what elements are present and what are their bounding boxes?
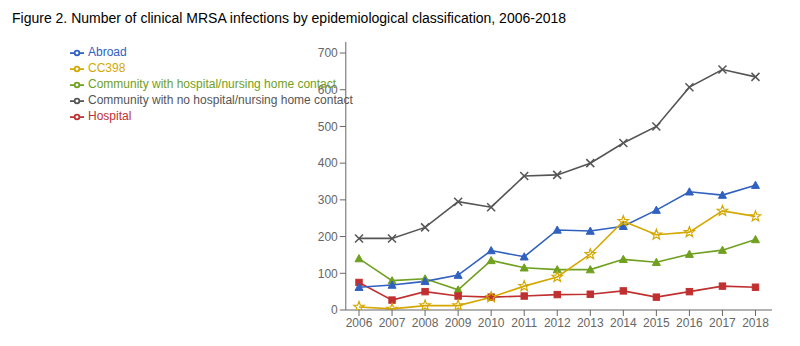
svg-text:100: 100 [318, 267, 338, 281]
svg-text:2013: 2013 [577, 316, 604, 330]
svg-text:700: 700 [318, 46, 338, 60]
svg-text:2016: 2016 [676, 316, 703, 330]
svg-text:600: 600 [318, 83, 338, 97]
svg-text:2015: 2015 [643, 316, 670, 330]
svg-text:400: 400 [318, 156, 338, 170]
svg-text:2007: 2007 [379, 316, 406, 330]
svg-text:300: 300 [318, 193, 338, 207]
svg-text:2018: 2018 [742, 316, 769, 330]
svg-text:2012: 2012 [544, 316, 571, 330]
svg-text:200: 200 [318, 230, 338, 244]
svg-text:0: 0 [331, 303, 338, 317]
svg-text:2014: 2014 [610, 316, 637, 330]
svg-text:2006: 2006 [346, 316, 373, 330]
svg-text:2008: 2008 [412, 316, 439, 330]
svg-text:2010: 2010 [478, 316, 505, 330]
svg-text:2009: 2009 [445, 316, 472, 330]
svg-text:2017: 2017 [709, 316, 736, 330]
svg-text:2011: 2011 [511, 316, 537, 330]
svg-text:500: 500 [318, 120, 338, 134]
